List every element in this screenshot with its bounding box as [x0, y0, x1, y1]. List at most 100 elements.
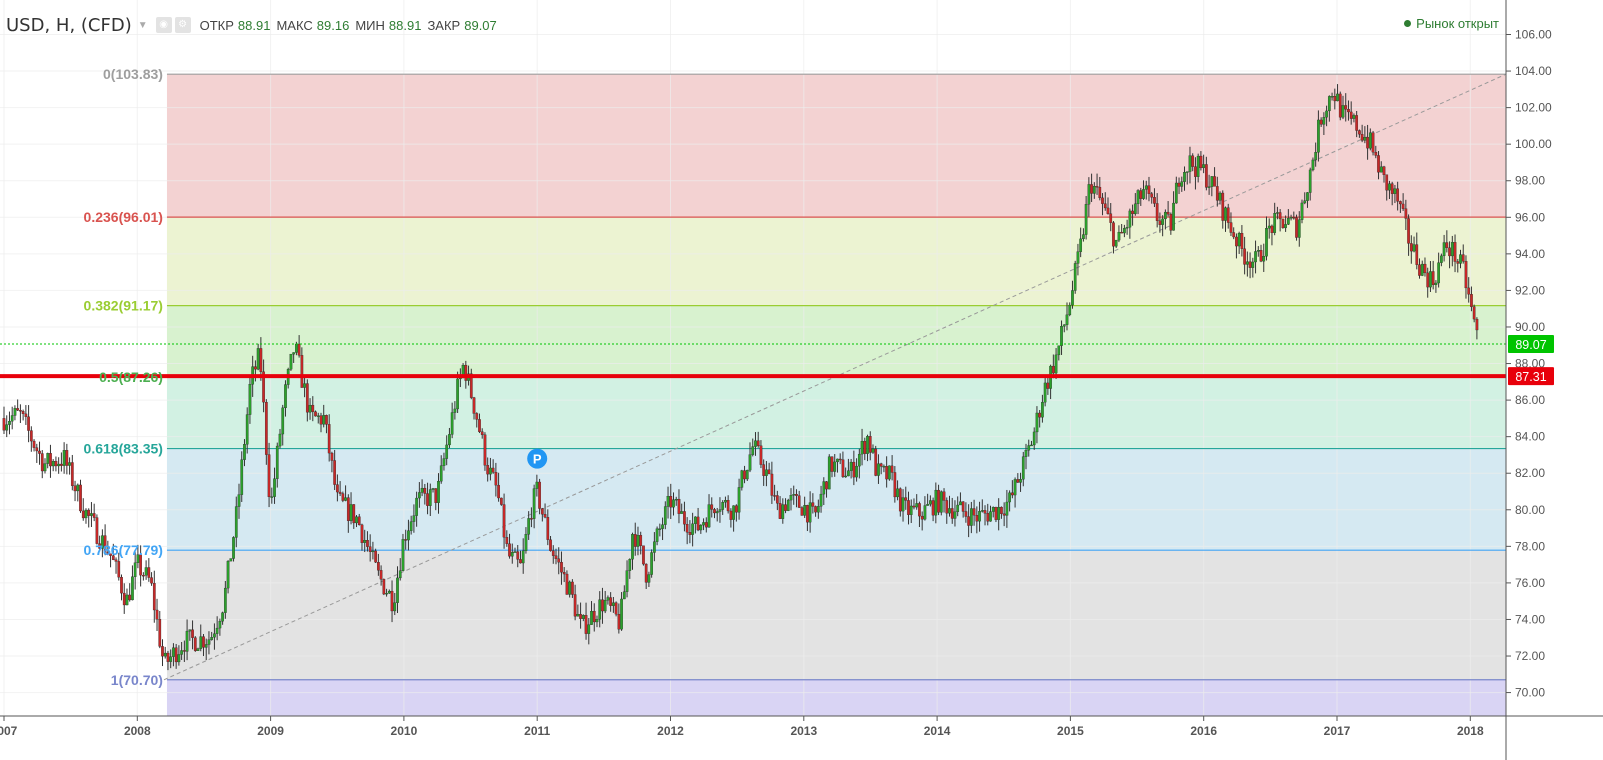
candle-body — [65, 450, 69, 466]
candle-body — [366, 540, 369, 547]
candle-body — [704, 522, 708, 528]
gear-icon[interactable]: ⚙ — [174, 17, 191, 33]
candle-body — [229, 558, 233, 562]
candle-body — [136, 554, 140, 563]
candle-body — [1136, 190, 1140, 205]
candle-body — [721, 502, 725, 510]
candle-body — [633, 534, 637, 547]
candle-body — [92, 513, 96, 518]
candle-body — [1464, 261, 1468, 289]
candle-body — [1292, 217, 1296, 219]
candle-body — [243, 444, 246, 460]
candle-body — [1327, 96, 1331, 112]
chart-header: USD, H, (CFD) ▼ ◉ ⚙ ОТКР 88.91 МАКС 89.1… — [6, 14, 497, 36]
x-tick-label: 2016 — [1190, 724, 1217, 738]
candle-body — [729, 510, 733, 520]
candle-body — [857, 453, 861, 467]
candle-body — [912, 505, 916, 508]
chevron-down-icon[interactable]: ▼ — [137, 19, 148, 31]
candle-body — [898, 488, 902, 512]
candle-body — [888, 465, 891, 480]
candle-body — [185, 630, 189, 652]
candle-body — [445, 444, 449, 459]
candle-body — [344, 497, 347, 501]
candle-body — [1232, 232, 1236, 238]
candle-body — [79, 484, 82, 512]
candle-body — [1071, 290, 1074, 306]
candle-body — [431, 488, 435, 490]
candle-body — [606, 597, 610, 601]
candle-body — [770, 473, 774, 496]
candle-body — [1399, 201, 1402, 205]
candle-body — [439, 465, 443, 482]
candle-body — [114, 559, 118, 562]
candle-body — [40, 453, 44, 472]
candle-body — [937, 489, 940, 513]
fib-level-label: 0.5(87.26) — [99, 369, 163, 385]
candle-body — [603, 600, 607, 612]
candle-body — [1289, 217, 1293, 219]
candle-body — [169, 656, 173, 662]
candle-body — [1415, 244, 1419, 265]
candle-body — [1254, 251, 1257, 263]
candle-body — [972, 508, 976, 516]
candle-body — [158, 619, 162, 647]
candle-body — [1267, 225, 1271, 229]
candle-body — [2, 418, 6, 431]
candle-body — [1450, 242, 1454, 257]
candle-body — [1338, 93, 1342, 118]
candle-body — [8, 421, 11, 425]
candle-body — [1431, 271, 1435, 285]
candle-body — [1038, 412, 1042, 418]
candle-body — [677, 498, 681, 514]
candle-body — [762, 464, 766, 476]
candle-body — [527, 518, 531, 535]
candle-body — [521, 550, 525, 564]
candle-body — [617, 614, 621, 630]
candle-body — [491, 467, 495, 473]
eye-icon[interactable]: ◉ — [155, 17, 172, 33]
candle-body — [196, 648, 200, 651]
candle-body — [1054, 354, 1058, 374]
candle-body — [661, 524, 664, 529]
candle-body — [415, 497, 418, 516]
x-tick-label: 2007 — [0, 724, 18, 738]
candle-body — [49, 453, 52, 467]
candle-body — [264, 402, 268, 455]
candle-body — [297, 343, 301, 356]
candle-body — [1024, 450, 1028, 457]
candle-body — [456, 378, 459, 410]
candle-body — [221, 612, 224, 622]
candle-body — [737, 487, 741, 513]
candle-body — [418, 492, 421, 499]
symbol-title[interactable]: USD, H, (CFD) — [6, 14, 132, 36]
candle-body — [1352, 115, 1356, 119]
candle-body — [1396, 188, 1400, 202]
candle-body — [1046, 382, 1050, 389]
candle-body — [469, 373, 473, 398]
candle-body — [1205, 164, 1208, 188]
candle-body — [830, 456, 834, 472]
candle-body — [404, 539, 408, 541]
candle-body — [489, 467, 492, 475]
candle-body — [885, 466, 888, 480]
candle-body — [308, 404, 312, 413]
candle-body — [945, 500, 949, 514]
candle-body — [270, 496, 274, 498]
x-tick-label: 2010 — [391, 724, 418, 738]
candle-body — [256, 348, 260, 370]
candle-body — [382, 579, 386, 595]
candle-body — [978, 511, 981, 522]
candle-body — [1256, 250, 1260, 252]
candle-body — [718, 509, 722, 512]
candle-body — [1013, 479, 1017, 496]
candle-body — [360, 524, 364, 543]
candle-body — [1183, 172, 1186, 182]
candle-body — [1262, 256, 1266, 262]
candle-body — [60, 463, 63, 466]
candle-body — [300, 355, 304, 388]
candle-body — [142, 575, 145, 577]
candle-body — [423, 487, 427, 494]
